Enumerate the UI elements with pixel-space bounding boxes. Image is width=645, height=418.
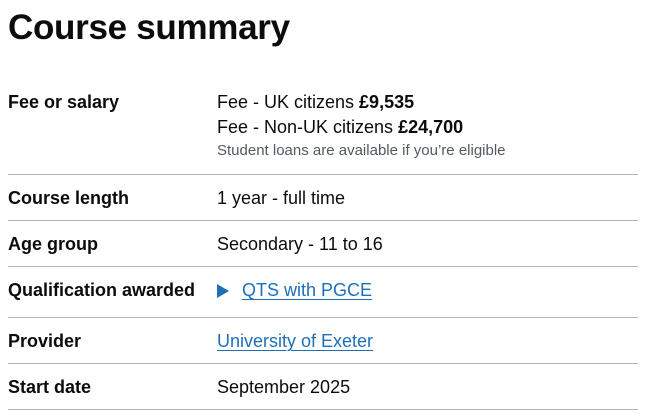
course-length-key: Course length — [8, 188, 130, 208]
fee-value: Fee - UK citizens £9,535 Fee - Non-UK ci… — [217, 90, 638, 174]
provider-link[interactable]: University of Exeter — [217, 331, 374, 351]
fee-uk-label: Fee - UK citizens — [217, 92, 360, 112]
summary-row-fee: Fee or salary Fee - UK citizens £9,535 F… — [8, 83, 638, 175]
student-loans-hint: Student loans are available if you’re el… — [217, 142, 506, 159]
triangle-right-icon[interactable] — [217, 283, 229, 298]
course-summary-list: Fee or salary Fee - UK citizens £9,535 F… — [8, 83, 638, 410]
summary-row-provider: Provider University of Exeter — [8, 318, 638, 364]
page-title: Course summary — [8, 8, 290, 47]
summary-row-age-group: Age group Secondary - 11 to 16 — [8, 221, 638, 267]
fee-key: Fee or salary — [8, 92, 120, 112]
fee-non-uk-label: Fee - Non-UK citizens — [217, 117, 399, 137]
fee-non-uk-amount: £24,700 — [398, 117, 464, 137]
qualification-key: Qualification awarded — [8, 280, 196, 300]
provider-value: University of Exeter — [217, 329, 638, 363]
fee-uk-line: Fee - UK citizens £9,535 — [217, 90, 638, 115]
start-date-value: September 2025 — [217, 377, 351, 397]
qualification-details-toggle[interactable]: QTS with PGCE — [217, 278, 372, 303]
summary-row-course-length: Course length 1 year - full time — [8, 175, 638, 221]
qualification-value: QTS with PGCE — [217, 278, 638, 317]
fee-uk-amount: £9,535 — [359, 92, 415, 112]
age-group-value: Secondary - 11 to 16 — [217, 234, 383, 254]
age-group-key: Age group — [8, 234, 98, 254]
start-date-key: Start date — [8, 377, 92, 397]
provider-key: Provider — [8, 331, 82, 351]
fee-non-uk-line: Fee - Non-UK citizens £24,700 — [217, 115, 638, 140]
qualification-link[interactable]: QTS with PGCE — [242, 280, 373, 300]
course-length-value: 1 year - full time — [217, 188, 346, 208]
summary-row-qualification: Qualification awarded QTS with PGCE — [8, 267, 638, 318]
summary-row-start-date: Start date September 2025 — [8, 364, 638, 410]
